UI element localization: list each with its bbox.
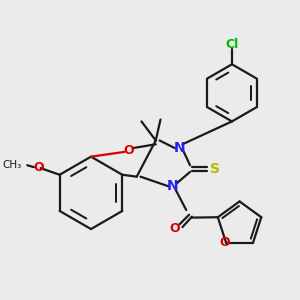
Text: O: O: [33, 160, 44, 174]
Text: O: O: [124, 143, 134, 157]
Text: CH₃: CH₃: [2, 160, 22, 170]
Text: Cl: Cl: [225, 38, 239, 51]
Text: O: O: [219, 236, 230, 249]
Text: N: N: [174, 141, 185, 155]
Text: O: O: [169, 222, 180, 235]
Text: S: S: [210, 162, 220, 176]
Text: N: N: [167, 179, 179, 193]
